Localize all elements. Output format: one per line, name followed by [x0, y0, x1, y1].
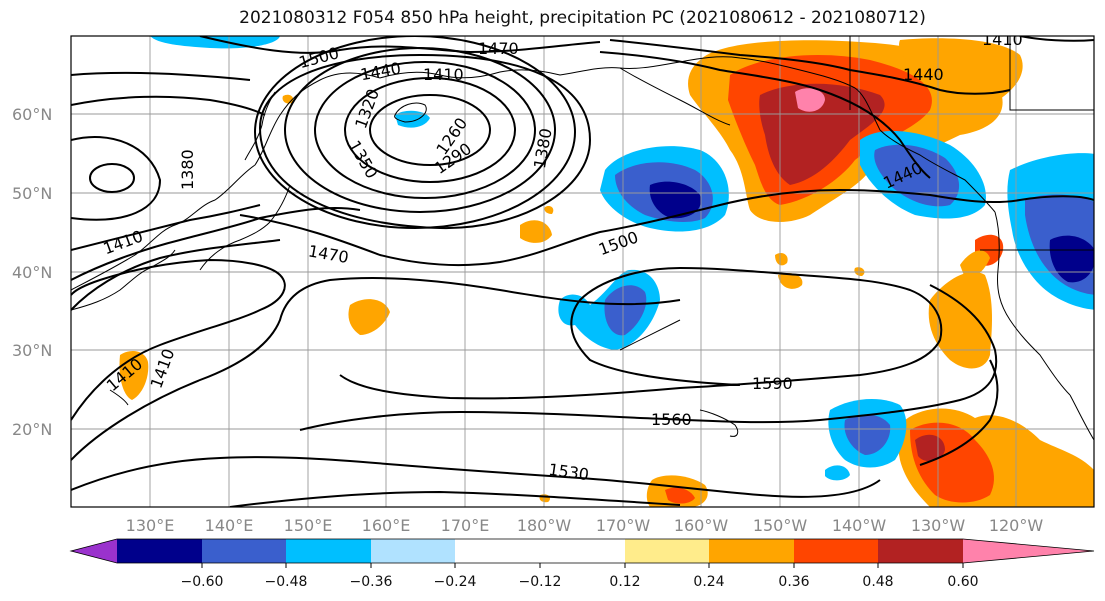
contour-label: 1410 — [982, 30, 1023, 49]
colorbar-tick-label: 0.60 — [947, 574, 978, 590]
lat-label: 20°N — [12, 420, 52, 439]
lon-label: 160°W — [674, 516, 729, 535]
contour-label: 1410 — [423, 65, 464, 84]
colorbar-tick-label: 0.36 — [778, 574, 809, 590]
lat-label: 30°N — [12, 341, 52, 360]
longitude-labels: 130°E 140°E 150°E 160°E 170°E 180°W 170°… — [126, 516, 1044, 535]
colorbar-segment — [202, 539, 286, 563]
colorbar-tick-label: 0.12 — [609, 574, 640, 590]
contour-label: 1560 — [651, 410, 692, 429]
colorbar-tick-label: 0.48 — [862, 574, 893, 590]
colorbar-tick-label: 0.24 — [693, 574, 724, 590]
contour-label: 1470 — [478, 39, 519, 58]
lon-label: 170°E — [441, 516, 490, 535]
contour-label: 1380 — [178, 149, 197, 190]
lat-label: 40°N — [12, 263, 52, 282]
lon-label: 180°W — [517, 516, 572, 535]
colorbar-segment — [625, 539, 709, 563]
coastlines — [71, 36, 1094, 441]
lat-label: 50°N — [12, 184, 52, 203]
colorbar-tick-label: −0.12 — [519, 574, 562, 590]
lon-label: 120°W — [989, 516, 1044, 535]
map-title: 2021080312 F054 850 hPa height, precipit… — [239, 8, 926, 28]
lon-label: 170°W — [596, 516, 651, 535]
colorbar-extend-right — [963, 539, 1094, 563]
colorbar-tick-label: −0.60 — [181, 574, 224, 590]
colorbar-tick-label: −0.36 — [350, 574, 393, 590]
contour-label: 1590 — [752, 374, 793, 393]
lon-label: 130°E — [126, 516, 175, 535]
lon-label: 130°W — [911, 516, 966, 535]
lat-label: 60°N — [12, 105, 52, 124]
colorbar-extend-left — [71, 539, 117, 563]
colorbar-tick-label: −0.24 — [434, 574, 477, 590]
colorbar: −0.60 −0.48 −0.36 −0.24 −0.12 0.12 0.24 … — [69, 538, 1095, 590]
height-contours — [71, 36, 1094, 507]
colorbar-segment — [709, 539, 794, 563]
contour-label: 1440 — [903, 65, 944, 84]
lon-label: 140°E — [205, 516, 254, 535]
colorbar-segment — [286, 539, 371, 563]
colorbar-tick-label: −0.48 — [265, 574, 308, 590]
lon-label: 150°W — [753, 516, 808, 535]
colorbar-segment — [117, 539, 202, 563]
colorbar-segment — [371, 539, 455, 563]
lon-label: 140°W — [832, 516, 887, 535]
latitude-labels: 60°N 50°N 40°N 30°N 20°N — [12, 105, 52, 439]
colorbar-segment — [540, 539, 625, 563]
colorbar-segment — [455, 539, 540, 563]
map-frame — [70, 35, 1095, 508]
lon-label: 160°E — [362, 516, 411, 535]
colorbar-segment — [794, 539, 878, 563]
lon-label: 150°E — [284, 516, 333, 535]
grid — [71, 36, 1094, 507]
colorbar-segment — [878, 539, 963, 563]
